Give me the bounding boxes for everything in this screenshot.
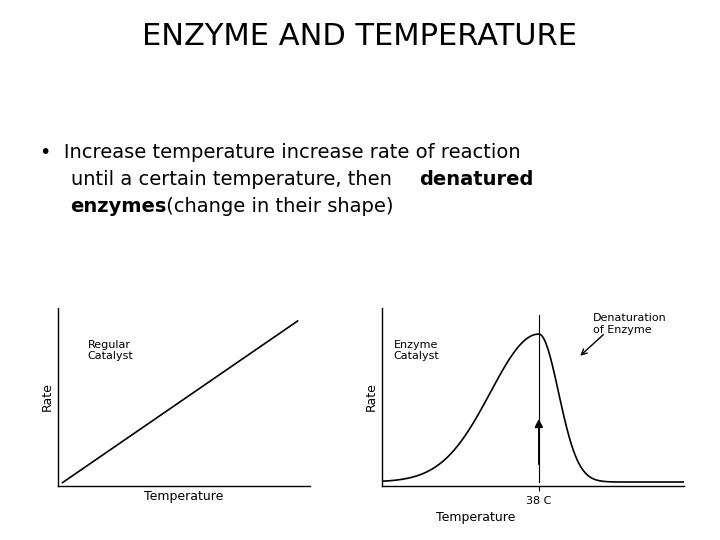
Text: ENZYME AND TEMPERATURE: ENZYME AND TEMPERATURE <box>143 22 577 51</box>
Text: Enzyme
Catalyst: Enzyme Catalyst <box>394 340 439 361</box>
Text: •  Increase temperature increase rate of reaction: • Increase temperature increase rate of … <box>40 143 521 162</box>
Text: until a certain temperature, then: until a certain temperature, then <box>71 170 397 189</box>
Text: Temperature: Temperature <box>436 511 516 524</box>
Text: Regular
Catalyst: Regular Catalyst <box>88 340 134 361</box>
Text: (change in their shape): (change in their shape) <box>160 197 393 216</box>
Text: Denaturation
of Enzyme: Denaturation of Enzyme <box>593 313 667 335</box>
Y-axis label: Rate: Rate <box>40 382 53 411</box>
Y-axis label: Rate: Rate <box>364 382 377 411</box>
X-axis label: Temperature: Temperature <box>144 490 223 503</box>
Text: denatured: denatured <box>419 170 534 189</box>
Text: enzymes: enzymes <box>71 197 167 216</box>
